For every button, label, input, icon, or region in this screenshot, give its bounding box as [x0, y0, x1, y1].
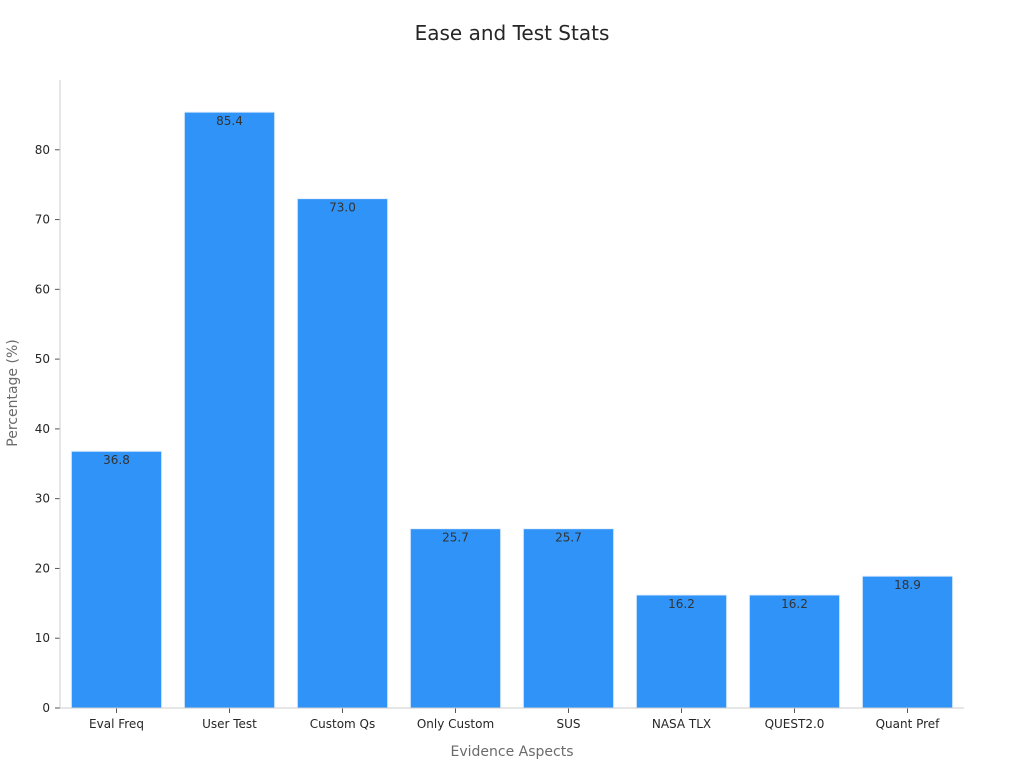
bar-sus [522, 528, 615, 709]
data-label: 36.8 [103, 453, 130, 467]
bars-group: 36.8 85.4 73.0 25.7 25.7 16.2 16.2 18.9 [70, 111, 954, 709]
chart-title: Ease and Test Stats [415, 21, 610, 45]
bar-custom-qs [296, 198, 389, 709]
bar-eval-freq [70, 450, 163, 709]
data-label: 18.9 [894, 578, 921, 592]
y-tick-label: 80 [35, 143, 50, 157]
x-tick-label: NASA TLX [652, 717, 711, 731]
y-tick-label: 10 [35, 631, 50, 645]
data-label: 16.2 [781, 597, 808, 611]
data-label: 73.0 [329, 201, 356, 215]
data-label: 25.7 [555, 531, 582, 545]
y-axis-ticks: 0 10 20 30 40 50 60 70 80 [35, 143, 60, 715]
y-tick-label: 30 [35, 492, 50, 506]
y-tick-label: 40 [35, 422, 50, 436]
data-label: 25.7 [442, 531, 469, 545]
x-tick-label: Quant Pref [876, 717, 941, 731]
bar-nasa-tlx [635, 594, 728, 709]
x-tick-label: QUEST2.0 [765, 717, 825, 731]
y-axis-label: Percentage (%) [5, 339, 21, 446]
y-tick-label: 60 [35, 282, 50, 296]
x-tick-label: Eval Freq [89, 717, 144, 731]
x-tick-label: SUS [556, 717, 580, 731]
x-tick-label: User Test [202, 717, 257, 731]
bar-only-custom [409, 528, 502, 709]
x-tick-label: Custom Qs [310, 717, 375, 731]
x-tick-label: Only Custom [417, 717, 494, 731]
y-tick-label: 20 [35, 561, 50, 575]
bar-quant-pref [861, 575, 954, 709]
y-tick-label: 50 [35, 352, 50, 366]
y-tick-label: 70 [35, 213, 50, 227]
y-tick-label: 0 [42, 701, 50, 715]
data-label: 16.2 [668, 597, 695, 611]
x-axis-label: Evidence Aspects [450, 744, 573, 760]
bar-quest2-0 [748, 594, 841, 709]
data-label: 85.4 [216, 114, 243, 128]
bar-user-test [183, 111, 276, 709]
x-axis-ticks: Eval Freq User Test Custom Qs Only Custom SU… [89, 708, 940, 731]
